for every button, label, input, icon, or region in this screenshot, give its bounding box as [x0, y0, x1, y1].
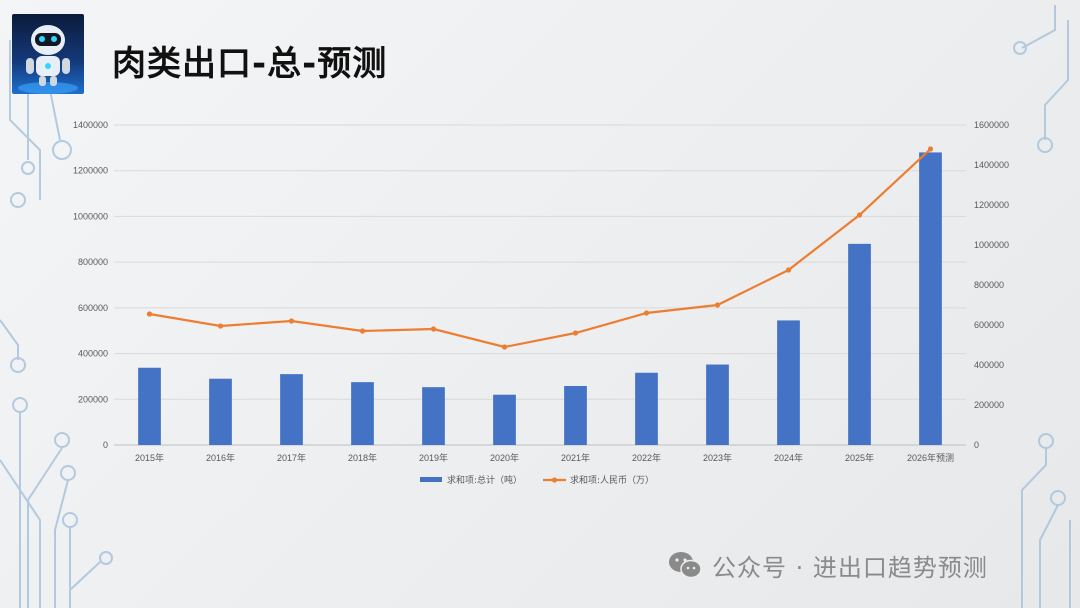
robot-icon: [18, 25, 78, 94]
right-tick-label: 600000: [974, 320, 1004, 330]
line-point: [359, 328, 366, 334]
right-tick-label: 0: [974, 440, 979, 450]
line-point: [856, 212, 863, 218]
bar: [919, 152, 942, 445]
x-tick-label: 2026年预测: [907, 452, 954, 463]
line-point: [288, 318, 295, 324]
bar: [635, 372, 658, 445]
x-tick-label: 2016年: [206, 452, 235, 463]
right-tick-label: 200000: [974, 400, 1004, 410]
x-tick-label: 2017年: [277, 452, 306, 463]
logo: [12, 14, 84, 94]
legend-swatch-bar: [420, 477, 442, 482]
legend-swatch-point: [551, 477, 558, 483]
line-point: [643, 310, 650, 316]
left-tick-label: 0: [103, 440, 108, 450]
left-tick-label: 400000: [78, 349, 108, 359]
right-tick-label: 400000: [974, 360, 1004, 370]
wechat-icon: [669, 552, 702, 579]
line-point: [217, 323, 224, 329]
left-tick-label: 600000: [78, 303, 108, 313]
bar: [848, 243, 871, 445]
x-axis: 2015年 2016年 2017年 2018年 2019年 2020年 2021年 2022年…: [135, 452, 954, 463]
x-tick-label: 2023年: [703, 452, 732, 463]
bar: [280, 374, 303, 445]
line-point: [785, 267, 792, 273]
x-tick-label: 2015年: [135, 452, 164, 463]
bar: [564, 386, 587, 445]
bar: [493, 394, 516, 445]
x-tick-label: 2019年: [419, 452, 448, 463]
bar: [777, 320, 800, 445]
line-point: [927, 146, 934, 152]
watermark-text: 公众号 · 进出口趋势预测: [712, 553, 988, 582]
bar: [706, 364, 729, 445]
left-tick-label: 200000: [78, 394, 108, 404]
bar: [422, 387, 445, 445]
left-tick-label: 1400000: [73, 120, 108, 130]
right-tick-label: 1400000: [974, 160, 1009, 170]
right-tick-label: 1000000: [974, 240, 1009, 250]
watermark: 公众号 · 进出口趋势预测: [668, 548, 988, 582]
left-tick-label: 1000000: [73, 211, 108, 221]
legend: 求和项:总计（吨） 求和项:人民币（万）: [420, 474, 654, 486]
legend-label-line: 求和项:人民币（万）: [570, 474, 654, 486]
x-tick-label: 2025年: [845, 452, 874, 463]
bar-series: [138, 152, 942, 445]
x-tick-label: 2018年: [348, 452, 377, 463]
x-tick-label: 2022年: [632, 452, 661, 463]
x-tick-label: 2021年: [561, 452, 590, 463]
left-axis: 0 200000 400000 600000 800000 1000000 1200000 1…: [73, 120, 108, 450]
page-title: 肉类出口-总-预测: [112, 44, 388, 84]
bar: [209, 378, 232, 445]
legend-label-bar: 求和项:总计（吨）: [447, 474, 522, 486]
right-tick-label: 1600000: [974, 120, 1009, 130]
line-point: [146, 311, 153, 317]
grid-lines: [114, 124, 966, 446]
left-tick-label: 1200000: [73, 166, 108, 176]
line-point: [572, 330, 579, 336]
x-tick-label: 2024年: [774, 452, 803, 463]
line-point: [430, 326, 437, 332]
line-series: [146, 146, 934, 350]
right-axis: 0 200000 400000 600000 800000 1000000 1200000 1…: [974, 120, 1009, 450]
line-point: [714, 302, 721, 308]
x-tick-label: 2020年: [490, 452, 519, 463]
left-tick-label: 800000: [78, 257, 108, 267]
bar: [351, 382, 374, 445]
line-point: [501, 344, 508, 350]
right-tick-label: 1200000: [974, 200, 1009, 210]
bar: [138, 367, 161, 445]
right-tick-label: 800000: [974, 280, 1004, 290]
line-path: [149, 148, 932, 349]
